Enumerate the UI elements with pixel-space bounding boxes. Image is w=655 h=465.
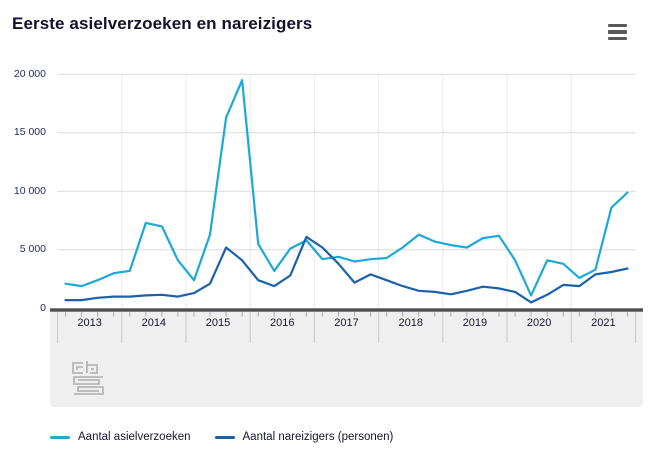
chart-title: Eerste asielverzoeken en nareizigers xyxy=(12,14,313,33)
x-year-label: 2013 xyxy=(77,317,102,329)
legend-label-asielverzoeken: Aantal asielverzoeken xyxy=(78,431,191,443)
legend-label-nareizigers: Aantal nareizigers (personen) xyxy=(242,431,394,443)
x-year-label: 2014 xyxy=(141,317,167,329)
chart-legend: Aantal asielverzoeken Aantal nareizigers… xyxy=(50,431,393,443)
y-tick-label: 15 000 xyxy=(13,126,46,139)
x-year-label: 2017 xyxy=(334,317,359,329)
legend-item-nareizigers[interactable]: Aantal nareizigers (personen) xyxy=(214,431,394,443)
y-tick-label: 20 000 xyxy=(13,67,46,80)
y-tick-label: 5 000 xyxy=(19,243,46,256)
legend-item-asielverzoeken[interactable]: Aantal asielverzoeken xyxy=(50,431,191,443)
x-year-label: 2019 xyxy=(462,317,488,329)
x-year-label: 2016 xyxy=(270,317,295,329)
x-axis-panel xyxy=(50,311,643,407)
series-line-1 xyxy=(64,235,629,304)
y-tick-label: 10 000 xyxy=(13,184,46,197)
x-year-label: 2018 xyxy=(398,317,423,329)
x-year-label: 2021 xyxy=(591,317,616,329)
legend-swatch-asielverzoeken xyxy=(50,435,70,439)
chart-plot-area xyxy=(50,73,643,343)
cbs-logo xyxy=(72,361,104,395)
hamburger-menu-icon[interactable] xyxy=(608,24,627,40)
legend-swatch-nareizigers xyxy=(214,435,235,439)
y-tick-label: 0 xyxy=(40,301,46,314)
series-line-0 xyxy=(64,79,629,297)
x-year-label: 2015 xyxy=(205,317,231,329)
x-year-label: 2020 xyxy=(526,317,552,329)
